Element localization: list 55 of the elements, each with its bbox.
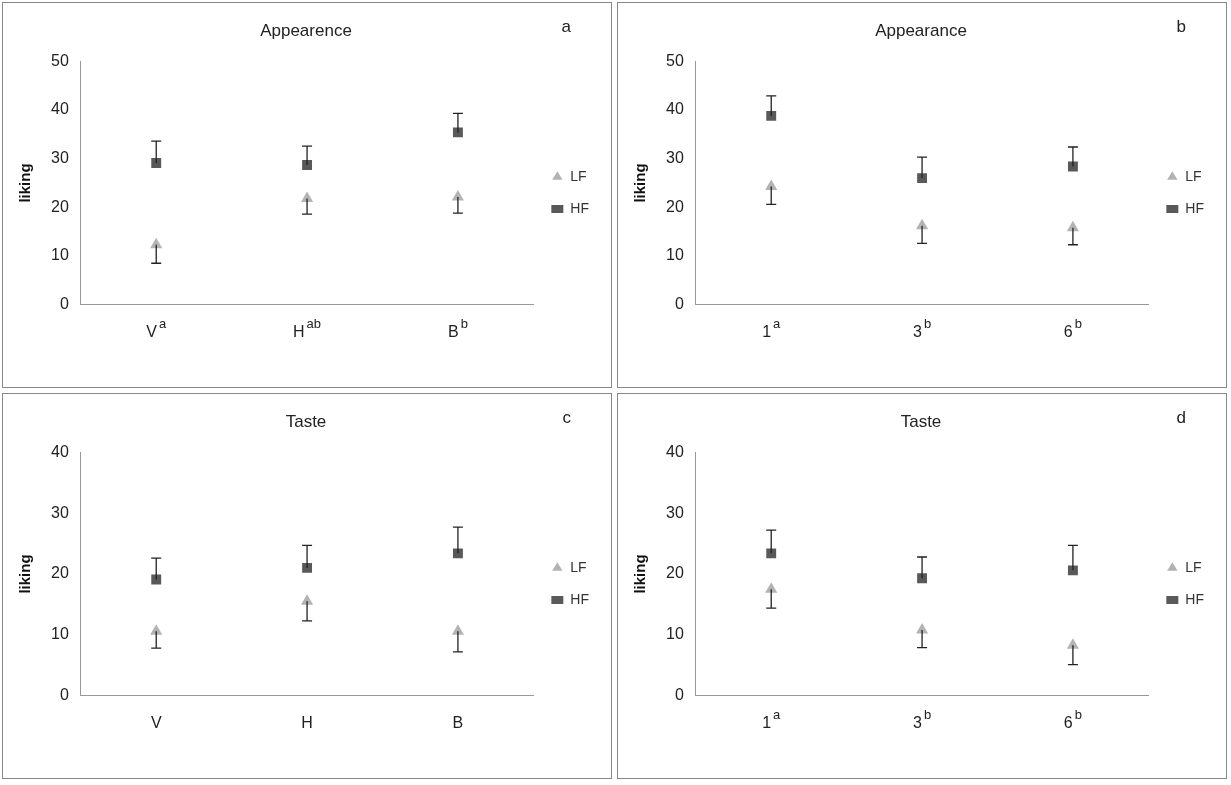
- y-tick-label: 10: [51, 246, 69, 264]
- chart-title: Appearance: [875, 20, 967, 40]
- chart-title: Taste: [900, 411, 942, 431]
- y-axis-title: liking: [631, 554, 649, 594]
- legend-label: LF: [570, 558, 587, 575]
- point: [766, 110, 777, 121]
- legend-label: LF: [1185, 167, 1202, 184]
- text: a: [561, 17, 571, 37]
- y-axis-title: liking: [631, 163, 649, 203]
- chart-title: Appearence: [260, 20, 352, 40]
- legend-label: LF: [1185, 558, 1202, 575]
- text: b: [1176, 17, 1186, 37]
- y-tick-label: 0: [674, 295, 684, 313]
- legend-label: HF: [1185, 590, 1205, 607]
- legend-label: LF: [570, 167, 587, 184]
- point: [1067, 565, 1078, 576]
- point: [151, 158, 162, 169]
- point: [452, 548, 463, 559]
- text: c: [562, 408, 571, 428]
- x-tick-label: H: [301, 713, 313, 731]
- chart-title: Taste: [285, 411, 327, 431]
- y-tick-label: 20: [51, 197, 69, 215]
- y-tick-label: 50: [666, 51, 684, 69]
- y-tick-label: 50: [51, 51, 69, 69]
- text: d: [1176, 408, 1186, 428]
- y-tick-label: 30: [51, 503, 69, 521]
- point: [150, 237, 163, 249]
- y-axis-title: liking: [16, 554, 34, 594]
- point: [766, 548, 777, 559]
- legend-label: HF: [570, 199, 590, 216]
- point: [765, 582, 778, 593]
- y-tick-label: 0: [674, 686, 684, 704]
- point: [452, 127, 463, 138]
- legend-label: HF: [570, 590, 590, 607]
- point: [150, 624, 163, 635]
- y-axis-title: liking: [16, 163, 34, 203]
- y-tick-label: 30: [666, 149, 684, 167]
- y-tick-label: 30: [666, 503, 684, 521]
- y-tick-label: 30: [51, 149, 69, 167]
- y-tick-label: 40: [51, 442, 69, 460]
- x-tick-label: V: [150, 713, 162, 731]
- y-tick-label: 0: [59, 295, 69, 313]
- y-tick-label: 10: [666, 246, 684, 264]
- y-tick-label: 40: [666, 100, 684, 118]
- legend-label: HF: [1185, 199, 1205, 216]
- y-tick-label: 0: [59, 686, 69, 704]
- y-tick-label: 20: [666, 197, 684, 215]
- point: [765, 179, 778, 190]
- y-tick-label: 20: [51, 564, 69, 582]
- y-tick-label: 40: [666, 442, 684, 460]
- y-tick-label: 40: [51, 100, 69, 118]
- y-tick-label: 20: [666, 564, 684, 582]
- x-tick-label: B: [452, 713, 464, 731]
- y-tick-label: 10: [51, 625, 69, 643]
- y-tick-label: 10: [666, 625, 684, 643]
